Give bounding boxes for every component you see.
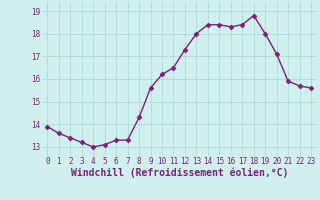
X-axis label: Windchill (Refroidissement éolien,°C): Windchill (Refroidissement éolien,°C) bbox=[70, 168, 288, 178]
